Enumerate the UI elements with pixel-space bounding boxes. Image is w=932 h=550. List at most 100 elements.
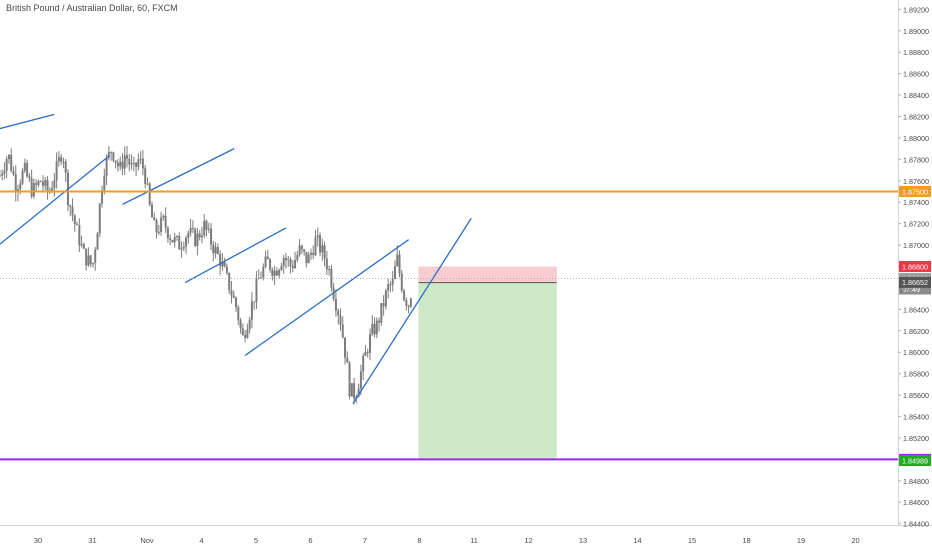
candle-body (89, 255, 92, 265)
candle-body (278, 269, 281, 276)
y-tick-label: 1.88800 (903, 48, 929, 57)
candle-body (407, 305, 410, 307)
candle-body (300, 245, 303, 250)
y-tick-label: 1.87600 (903, 177, 929, 186)
candle-body (350, 383, 353, 397)
candle-body (341, 324, 344, 338)
candle-body (14, 174, 17, 193)
candle-body (330, 268, 333, 288)
candle-body (264, 256, 267, 268)
candle-body (316, 235, 319, 238)
candle-body (110, 152, 113, 154)
candle-body (271, 269, 274, 276)
candle-body (103, 176, 106, 191)
x-tick-label: 30 (34, 536, 42, 545)
x-tick-label: 11 (470, 536, 478, 545)
trendline-3[interactable] (122, 148, 235, 205)
candle-body (187, 232, 190, 238)
x-tick-label: 12 (524, 536, 532, 545)
candle-body (157, 232, 160, 234)
candle-body (178, 236, 181, 250)
trendline-1[interactable] (0, 113, 55, 130)
trendline-6[interactable] (352, 217, 472, 404)
candle-body (207, 228, 210, 230)
x-tick-label: 7 (363, 536, 367, 545)
candle-body (1, 173, 4, 176)
candle-body (41, 181, 44, 186)
candlestick-series (0, 145, 412, 405)
trendline-2[interactable] (0, 155, 110, 245)
candle-body (400, 273, 403, 291)
take-profit-zone[interactable] (418, 282, 557, 460)
candle-body (44, 180, 47, 186)
price-label-box (899, 186, 931, 197)
time-axis[interactable]: 30 31 Nov 4 5 6 7 8 11 12 13 14 15 18 19 20 (34, 536, 860, 545)
candle-body (53, 180, 56, 189)
candle-body (21, 170, 24, 184)
candle-body (219, 253, 222, 267)
candle-body (198, 233, 201, 238)
candle-body (94, 249, 97, 264)
candle-body (216, 247, 219, 254)
y-tick-label: 1.84600 (903, 498, 929, 507)
price-label-text: 1.84989 (902, 456, 928, 465)
candle-body (353, 383, 356, 399)
candle-body (160, 217, 163, 233)
trendlines[interactable] (0, 113, 472, 404)
candle-body (82, 244, 85, 249)
trendline-5[interactable] (244, 239, 409, 356)
candle-body (255, 279, 258, 302)
candle-body (171, 240, 174, 243)
x-tick-label: 8 (417, 536, 421, 545)
price-label-text: 07:49 (902, 285, 920, 294)
price-label-text: 1.86800 (902, 262, 928, 271)
candle-body (321, 245, 324, 253)
candle-body (214, 247, 217, 254)
candle-body (259, 277, 262, 279)
candle-body (328, 268, 331, 270)
horizontal-levels[interactable] (0, 190, 898, 461)
candle-body (291, 265, 294, 269)
candle-body (309, 252, 312, 255)
candle-body (57, 157, 60, 162)
candle-body (262, 267, 265, 278)
candle-body (153, 217, 156, 221)
candle-body (191, 228, 194, 230)
candle-body (3, 170, 6, 174)
candle-body (380, 303, 383, 323)
candle-body (85, 248, 88, 266)
candle-body (19, 183, 22, 190)
candle-body (357, 388, 360, 397)
candle-body (164, 215, 167, 228)
candle-body (266, 256, 269, 260)
candle-body (135, 162, 138, 167)
trendline-4[interactable] (184, 227, 287, 284)
candle-body (221, 262, 224, 267)
candle-body (212, 244, 215, 254)
candle-body (112, 152, 115, 161)
candle-body (155, 220, 158, 233)
candle-body (107, 152, 110, 158)
candle-body (382, 303, 385, 307)
candle-body (80, 244, 83, 246)
candle-body (39, 181, 42, 183)
y-tick-label: 1.89000 (903, 27, 929, 36)
y-tick-label: 1.85800 (903, 370, 929, 379)
candle-body (46, 180, 49, 192)
x-tick-label: 6 (308, 536, 312, 545)
candle-body (105, 157, 108, 177)
y-tick-label: 1.86400 (903, 305, 929, 314)
short-position-tool[interactable] (418, 266, 557, 460)
candle-body (275, 270, 278, 276)
y-tick-label: 1.88000 (903, 134, 929, 143)
candle-body (250, 301, 253, 320)
candle-body (269, 259, 272, 270)
candle-body (169, 238, 172, 241)
candle-body (232, 295, 235, 298)
x-tick-label: 13 (579, 536, 587, 545)
candle-body (273, 270, 276, 276)
candle-body (223, 262, 226, 267)
candle-body (23, 162, 26, 171)
y-tick-label: 1.87200 (903, 220, 929, 229)
